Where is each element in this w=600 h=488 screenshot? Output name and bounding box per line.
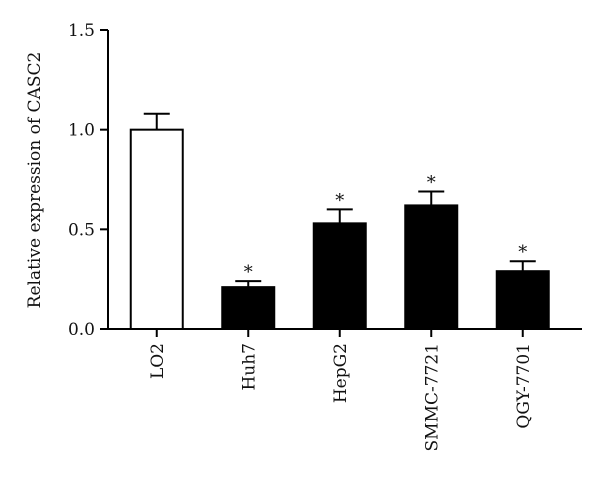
category-label: LO2 [148,343,168,379]
category-label: HepG2 [331,343,351,403]
significance-marker: * [427,172,436,193]
y-axis-title: Relative expression of CASC2 [25,52,45,309]
bars [129,112,550,331]
significance-marker: * [244,262,253,283]
bar [495,270,550,330]
significance-marker: * [518,242,527,263]
y-tick-label: 0.0 [68,320,95,340]
bar [404,204,459,330]
y-tick-label: 1.5 [68,21,95,41]
labels: LO2 Huh7 * HepG2 * SMMC-7721 * QGY-7701 * [148,172,534,451]
bar [221,286,276,331]
bar [129,128,184,330]
category-label: QGY-7701 [514,343,534,429]
y-tick-label: 0.5 [68,220,95,240]
category-label: Huh7 [239,343,259,391]
y-tick-label: 1.0 [68,121,95,141]
category-label: SMMC-7721 [422,343,442,451]
bar [312,222,367,330]
significance-marker: * [335,190,344,211]
